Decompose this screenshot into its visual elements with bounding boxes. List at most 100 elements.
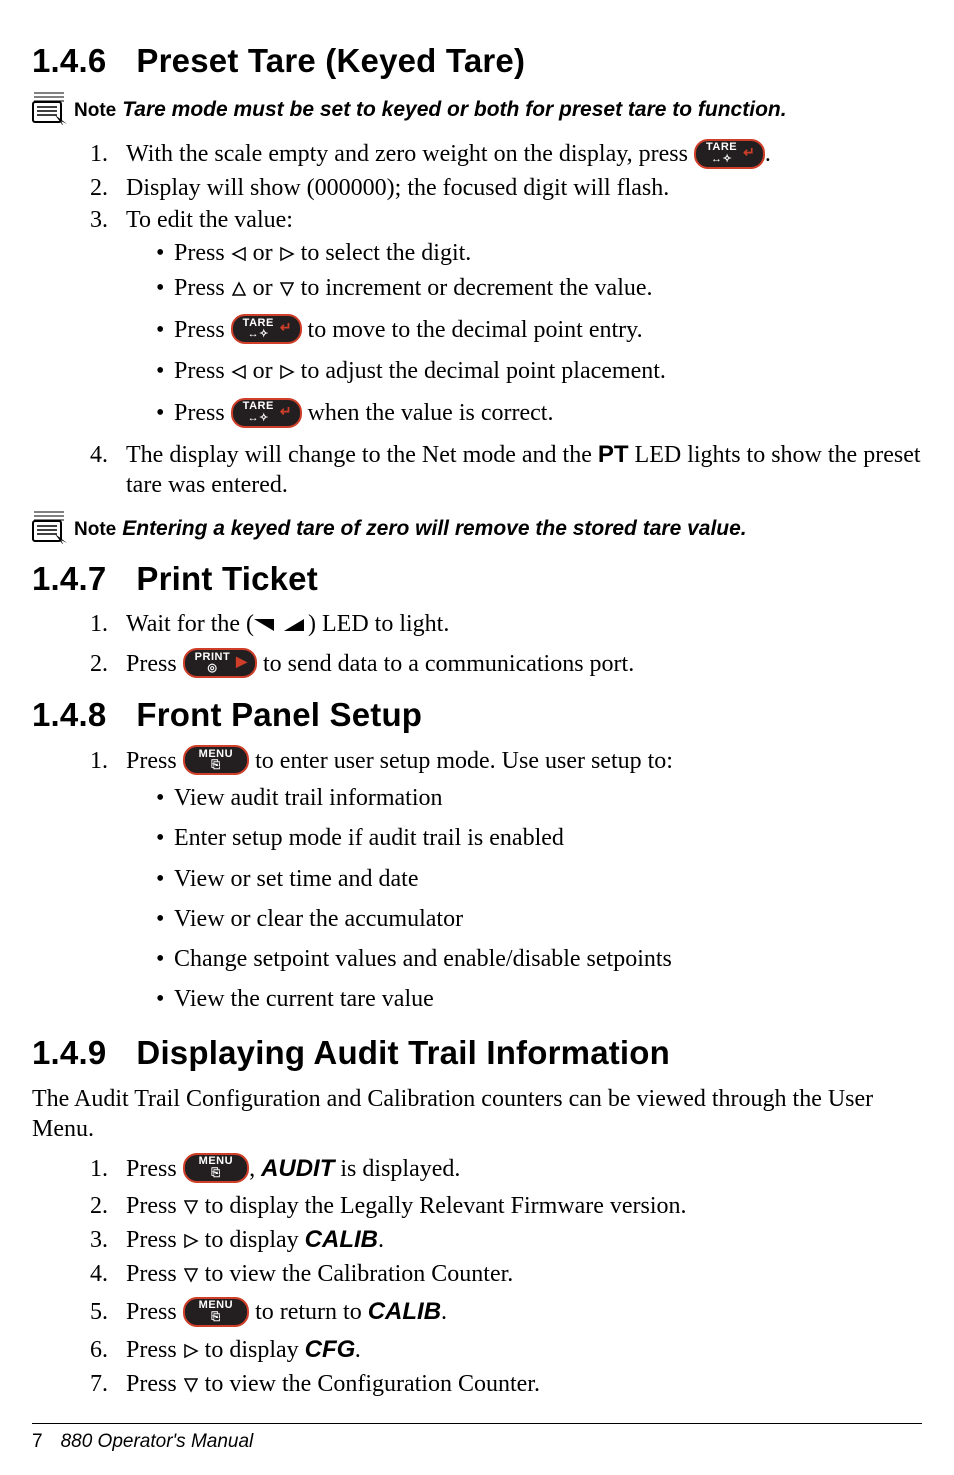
heading-title: Front Panel Setup	[136, 694, 422, 735]
bullet-text: Enter setup mode if audit trail is enabl…	[174, 825, 564, 851]
step-text: Press	[126, 1261, 183, 1287]
step: Display will show (000000); the focused …	[114, 173, 922, 203]
down-triangle-icon	[183, 1193, 199, 1223]
step-text: is displayed.	[334, 1156, 460, 1182]
bullet-text: View the current tare value	[174, 986, 434, 1012]
page-number: 7	[32, 1430, 43, 1454]
step: Wait for the ( ) LED to light.	[114, 609, 922, 641]
down-right-triangle-icon	[254, 611, 278, 641]
step-text: Press	[126, 1227, 183, 1253]
step: Press MENU⎘ , AUDIT is displayed.	[114, 1154, 922, 1185]
menu-key: MENU⎘	[183, 745, 249, 775]
steps-149: Press MENU⎘ , AUDIT is displayed. Press …	[32, 1154, 922, 1401]
bullet-text: to increment or decrement the value.	[295, 275, 653, 301]
bullet-text: View or set time and date	[174, 866, 418, 892]
key-sublabel: ↔✧	[248, 329, 269, 341]
bullet-text: Press	[174, 317, 231, 343]
key-sublabel: ◎	[207, 663, 217, 675]
bullet-text: Press	[174, 275, 231, 301]
heading-147: 1.4.7 Print Ticket	[32, 558, 922, 599]
step-text: ,	[249, 1156, 261, 1182]
cfg-label: CFG	[305, 1336, 356, 1363]
note-icon	[32, 91, 68, 125]
step: Press to display CALIB.	[114, 1225, 922, 1257]
bullet: Change setpoint values and enable/disabl…	[156, 941, 922, 978]
note-text: Entering a keyed tare of zero will remov…	[122, 516, 746, 542]
step-text: .	[378, 1227, 384, 1253]
tare-key: TARE↔✧ ↵	[694, 139, 765, 169]
key-sublabel: ⎘	[211, 1168, 220, 1180]
key-label: TARE	[243, 401, 274, 413]
bullet: View or set time and date	[156, 861, 922, 898]
note-row: Note Tare mode must be set to keyed or b…	[32, 91, 922, 125]
down-triangle-icon	[183, 1371, 199, 1401]
steps-147: Wait for the ( ) LED to light. Press PRI…	[32, 609, 922, 680]
step-text: Press	[126, 651, 183, 677]
step-text: Press	[126, 1371, 183, 1397]
heading-146: 1.4.6 Preset Tare (Keyed Tare)	[32, 40, 922, 81]
steps-148: Press MENU⎘ to enter user setup mode. Us…	[32, 746, 922, 1019]
step: Press MENU⎘ to enter user setup mode. Us…	[114, 746, 922, 1019]
step: Press PRINT◎ ▶ to send data to a communi…	[114, 649, 922, 680]
key-sublabel: ↔✧	[711, 154, 732, 166]
enter-icon: ↵	[280, 406, 292, 420]
right-triangle-icon	[279, 358, 295, 388]
step-text: .	[765, 141, 771, 167]
intro-text: The Audit Trail Configuration and Calibr…	[32, 1084, 922, 1144]
step-text: to display	[199, 1337, 305, 1363]
note-row: Note Entering a keyed tare of zero will …	[32, 510, 922, 544]
enter-icon: ↵	[743, 147, 755, 161]
step: Press to view the Configuration Counter.	[114, 1369, 922, 1401]
step-text: .	[355, 1337, 361, 1363]
heading-num: 1.4.8	[32, 694, 106, 735]
heading-num: 1.4.6	[32, 40, 106, 81]
right-triangle-icon	[183, 1337, 199, 1367]
bullet: Press or to adjust the decimal point pla…	[156, 356, 922, 388]
pt-label: PT	[598, 441, 629, 468]
step-text: to display	[199, 1227, 305, 1253]
up-right-triangle-icon	[284, 611, 308, 641]
bullet-text: Press	[174, 358, 231, 384]
right-triangle-icon	[279, 240, 295, 270]
step-text: to send data to a communications port.	[263, 651, 634, 677]
step-text: to return to	[255, 1299, 368, 1325]
step-text: .	[441, 1299, 447, 1325]
bullet: View or clear the accumulator	[156, 901, 922, 938]
left-triangle-icon	[231, 358, 247, 388]
sub-bullets: View audit trail information Enter setup…	[126, 780, 922, 1018]
up-triangle-icon	[231, 275, 247, 305]
step: To edit the value: Press or to select th…	[114, 205, 922, 430]
step-text: Wait for the (	[126, 611, 254, 637]
bullet-text: Press	[174, 400, 231, 426]
bullet: View audit trail information	[156, 780, 922, 817]
print-key: PRINT◎ ▶	[183, 648, 257, 678]
step-text: to view the Calibration Counter.	[199, 1261, 514, 1287]
left-triangle-icon	[231, 240, 247, 270]
tare-key: TARE↔✧ ↵	[231, 314, 302, 344]
bullet: Press or to select the digit.	[156, 238, 922, 270]
bullet: Enter setup mode if audit trail is enabl…	[156, 820, 922, 857]
bullet-text: when the value is correct.	[308, 400, 554, 426]
steps-146: With the scale empty and zero weight on …	[32, 139, 922, 499]
step: With the scale empty and zero weight on …	[114, 139, 922, 170]
key-label: MENU	[199, 1300, 233, 1312]
heading-149: 1.4.9 Displaying Audit Trail Information	[32, 1032, 922, 1073]
step: Press to display the Legally Relevant Fi…	[114, 1191, 922, 1223]
heading-title: Preset Tare (Keyed Tare)	[136, 40, 525, 81]
step-text: Press	[126, 748, 183, 774]
note-text: Tare mode must be set to keyed or both f…	[122, 97, 786, 123]
right-triangle-icon	[183, 1227, 199, 1257]
bullet-text: Change setpoint values and enable/disabl…	[174, 946, 672, 972]
note-label: Note	[74, 99, 116, 123]
menu-key: MENU⎘	[183, 1153, 249, 1183]
bullet: Press or to increment or decrement the v…	[156, 273, 922, 305]
bullet-text: Press	[174, 240, 231, 266]
bullet-text: or	[247, 275, 279, 301]
down-triangle-icon	[279, 275, 295, 305]
bullet: View the current tare value	[156, 981, 922, 1018]
key-sublabel: ⎘	[211, 1312, 220, 1324]
note-icon	[32, 510, 68, 544]
key-label: TARE	[706, 142, 737, 154]
bullet-text: to select the digit.	[295, 240, 472, 266]
bullet-text: or	[247, 358, 279, 384]
